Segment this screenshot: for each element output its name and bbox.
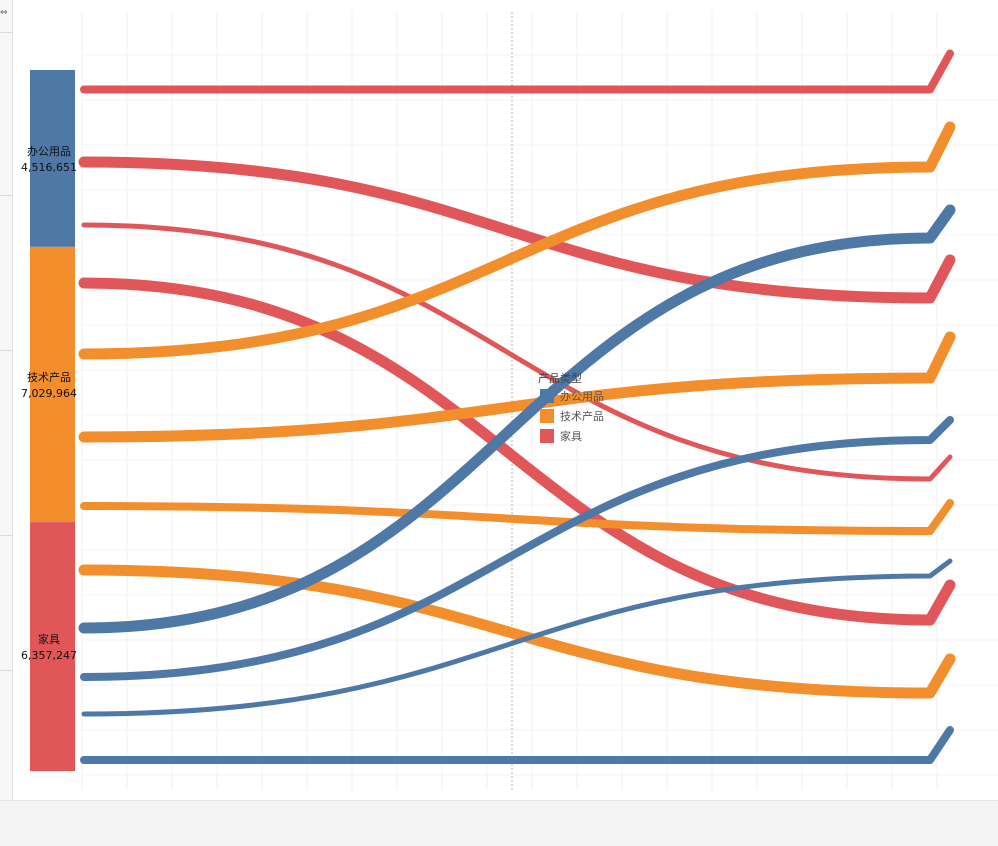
strip-divider — [0, 670, 12, 671]
sankey-flow — [80, 416, 954, 681]
chart-canvas — [30, 12, 998, 790]
bar-label-furniture-value: 6,357,247 — [21, 649, 77, 662]
bar-label-furniture-name: 家具 — [38, 633, 60, 646]
sankey-flow — [78, 331, 956, 443]
sankey-flow — [81, 558, 953, 717]
stacked-bar-segment — [30, 522, 75, 771]
sankey-flow — [80, 499, 954, 535]
legend-label-tech: 技术产品 — [560, 410, 604, 423]
sankey-flow — [81, 222, 953, 482]
sankey-chart — [14, 0, 998, 800]
legend-swatch-furniture — [540, 429, 554, 443]
close-icon[interactable]: ⇔ — [0, 8, 8, 18]
sankey-flow — [78, 277, 956, 626]
bar-label-furniture: 家具 6,357,247 — [14, 632, 84, 664]
bar-label-office-name: 办公用品 — [27, 145, 71, 158]
strip-divider — [0, 195, 12, 196]
legend-label-furniture: 家具 — [560, 430, 582, 443]
strip-divider — [0, 350, 12, 351]
bar-label-tech-value: 7,029,964 — [21, 387, 77, 400]
legend-item-office[interactable]: 办公用品 — [540, 386, 604, 406]
stacked-bar-segment — [30, 246, 75, 523]
bar-label-office: 办公用品 4,516,651 — [14, 144, 84, 176]
sankey-flow — [80, 726, 954, 765]
legend-swatch-tech — [540, 409, 554, 423]
sankey-flow — [78, 204, 956, 634]
legend-label-office: 办公用品 — [560, 390, 604, 403]
bar-label-tech-name: 技术产品 — [27, 371, 71, 384]
legend-title: 产品类型 — [538, 372, 582, 385]
sankey-flow — [78, 121, 956, 360]
left-panel-strip: ⇔ — [0, 0, 13, 800]
legend-item-furniture[interactable]: 家具 — [540, 426, 604, 446]
strip-divider — [0, 32, 12, 33]
bottom-scroll-area — [0, 800, 998, 846]
strip-divider — [0, 535, 12, 536]
stacked-bar-segment — [30, 70, 75, 247]
legend: 产品类型 办公用品 技术产品 家具 — [538, 372, 604, 446]
bar-label-tech: 技术产品 7,029,964 — [14, 370, 84, 402]
bar-label-office-value: 4,516,651 — [21, 161, 77, 174]
sankey-flow — [78, 156, 956, 304]
legend-swatch-office — [540, 389, 554, 403]
sankey-flow — [80, 49, 954, 94]
sankey-flow — [78, 564, 956, 699]
legend-item-tech[interactable]: 技术产品 — [540, 406, 604, 426]
